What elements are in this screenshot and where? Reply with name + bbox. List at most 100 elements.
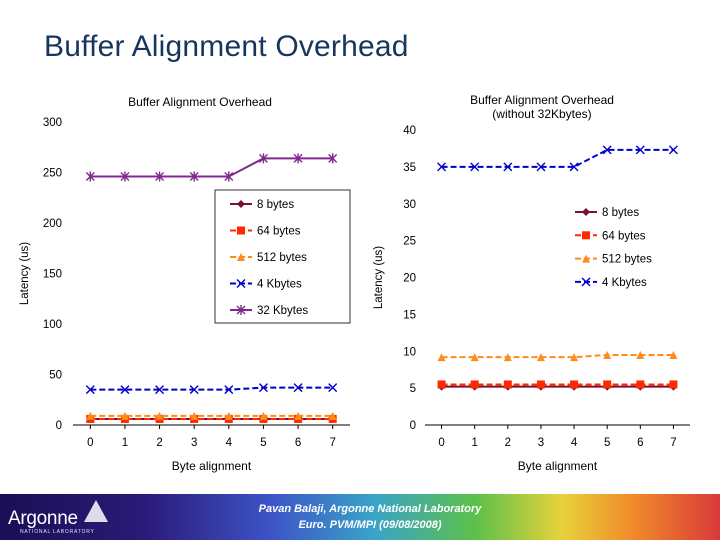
x-tick-label: 7 bbox=[670, 437, 676, 449]
y-tick-label: 25 bbox=[403, 236, 416, 248]
legend-box bbox=[214, 189, 351, 324]
y-tick-label: 20 bbox=[403, 273, 416, 285]
legend-marker bbox=[237, 200, 245, 208]
data-point bbox=[503, 162, 513, 172]
x-tick-label: 6 bbox=[637, 437, 643, 449]
x-tick-label: 7 bbox=[329, 437, 335, 449]
data-point bbox=[120, 411, 129, 420]
data-point bbox=[602, 145, 612, 155]
x-tick-label: 2 bbox=[156, 437, 162, 449]
legend-marker bbox=[237, 226, 245, 235]
data-point bbox=[636, 350, 645, 359]
data-point bbox=[224, 385, 234, 395]
data-point bbox=[668, 145, 678, 155]
y-tick-label: 40 bbox=[403, 125, 416, 137]
data-point bbox=[258, 383, 268, 393]
x-axis-label: Byte alignment bbox=[172, 459, 252, 473]
data-point bbox=[190, 411, 199, 420]
legend-marker bbox=[236, 305, 246, 315]
x-tick-label: 1 bbox=[122, 437, 128, 449]
x-tick-label: 5 bbox=[260, 437, 266, 449]
y-tick-label: 10 bbox=[403, 346, 416, 358]
footer-author: Pavan Balaji, Argonne National Laborator… bbox=[258, 503, 482, 515]
y-tick-label: 35 bbox=[403, 162, 416, 174]
x-tick-label: 4 bbox=[571, 437, 578, 449]
data-point bbox=[155, 385, 165, 395]
legend-label: 64 bytes bbox=[602, 230, 646, 242]
data-point bbox=[603, 350, 612, 359]
data-point bbox=[503, 380, 512, 389]
chart-title: Buffer Alignment Overhead bbox=[128, 95, 272, 109]
y-tick-label: 5 bbox=[410, 383, 416, 395]
legend-label: 512 bytes bbox=[602, 254, 652, 266]
legend-marker bbox=[237, 253, 245, 261]
y-tick-label: 300 bbox=[43, 117, 62, 129]
data-point bbox=[189, 171, 199, 182]
x-tick-label: 4 bbox=[226, 437, 233, 449]
y-tick-label: 100 bbox=[43, 319, 62, 331]
y-tick-label: 30 bbox=[403, 199, 416, 211]
data-point bbox=[536, 162, 546, 172]
data-point bbox=[536, 353, 545, 362]
chart-title: Buffer Alignment Overhead bbox=[470, 93, 614, 107]
data-point bbox=[189, 385, 199, 395]
data-point bbox=[470, 380, 479, 389]
y-tick-label: 0 bbox=[56, 420, 62, 432]
series-line bbox=[441, 353, 674, 359]
legend-marker bbox=[582, 208, 590, 216]
data-point bbox=[503, 353, 512, 362]
data-point bbox=[437, 162, 447, 172]
data-point bbox=[569, 162, 579, 172]
data-point bbox=[570, 353, 579, 362]
data-point bbox=[224, 411, 233, 420]
footer-banner: Argonne NATIONAL LABORATORY Pavan Balaji… bbox=[0, 494, 720, 540]
data-point bbox=[85, 385, 95, 395]
data-point bbox=[328, 153, 338, 164]
x-tick-label: 3 bbox=[538, 437, 544, 449]
legend-label: 4 Kbytes bbox=[257, 279, 302, 291]
y-axis-label: Latency (us) bbox=[19, 242, 31, 305]
x-tick-label: 3 bbox=[191, 437, 197, 449]
legend-label: 32 Kbytes bbox=[257, 305, 308, 317]
data-point bbox=[120, 171, 130, 182]
x-axis-label: Byte alignment bbox=[518, 459, 598, 473]
data-point bbox=[328, 411, 337, 420]
y-tick-label: 0 bbox=[410, 420, 416, 432]
y-tick-label: 150 bbox=[43, 269, 62, 281]
legend-marker bbox=[236, 279, 246, 288]
series-line bbox=[90, 386, 333, 391]
chart-title: (without 32Kbytes) bbox=[492, 107, 591, 121]
data-point bbox=[155, 411, 164, 420]
x-tick-label: 2 bbox=[505, 437, 511, 449]
data-point bbox=[470, 162, 480, 172]
series-line bbox=[441, 148, 674, 168]
x-tick-label: 6 bbox=[295, 437, 301, 449]
data-point bbox=[120, 385, 130, 395]
footer-conference: Euro. PVM/MPI (09/08/2008) bbox=[298, 519, 442, 531]
y-axis-label: Latency (us) bbox=[373, 246, 385, 309]
data-point bbox=[635, 145, 645, 155]
data-point bbox=[155, 171, 165, 182]
y-tick-label: 15 bbox=[403, 309, 416, 321]
legend-label: 4 Kbytes bbox=[602, 277, 647, 289]
latency-chart-all-sizes: Buffer Alignment Overhead 0 50 100 150 200 250… bbox=[19, 95, 351, 473]
y-tick-label: 250 bbox=[43, 168, 62, 180]
data-point bbox=[570, 380, 579, 389]
argonne-logo: Argonne bbox=[8, 508, 78, 529]
data-point bbox=[437, 353, 446, 362]
slide-title: Buffer Alignment Overhead bbox=[44, 30, 409, 63]
data-point bbox=[669, 350, 678, 359]
y-tick-label: 50 bbox=[49, 370, 62, 382]
argonne-logo-subtitle: NATIONAL LABORATORY bbox=[20, 529, 95, 535]
argonne-triangle-icon bbox=[84, 500, 108, 522]
data-point bbox=[86, 411, 95, 420]
data-point bbox=[603, 380, 612, 389]
legend-label: 8 bytes bbox=[257, 199, 294, 211]
data-point bbox=[293, 153, 303, 164]
legend-label: 512 bytes bbox=[257, 252, 307, 264]
data-point bbox=[669, 380, 678, 389]
latency-chart-without-32kbytes: Buffer Alignment Overhead(without 32Kbyt… bbox=[373, 93, 690, 473]
data-point bbox=[636, 380, 645, 389]
x-tick-label: 5 bbox=[604, 437, 610, 449]
y-tick-label: 200 bbox=[43, 218, 62, 230]
